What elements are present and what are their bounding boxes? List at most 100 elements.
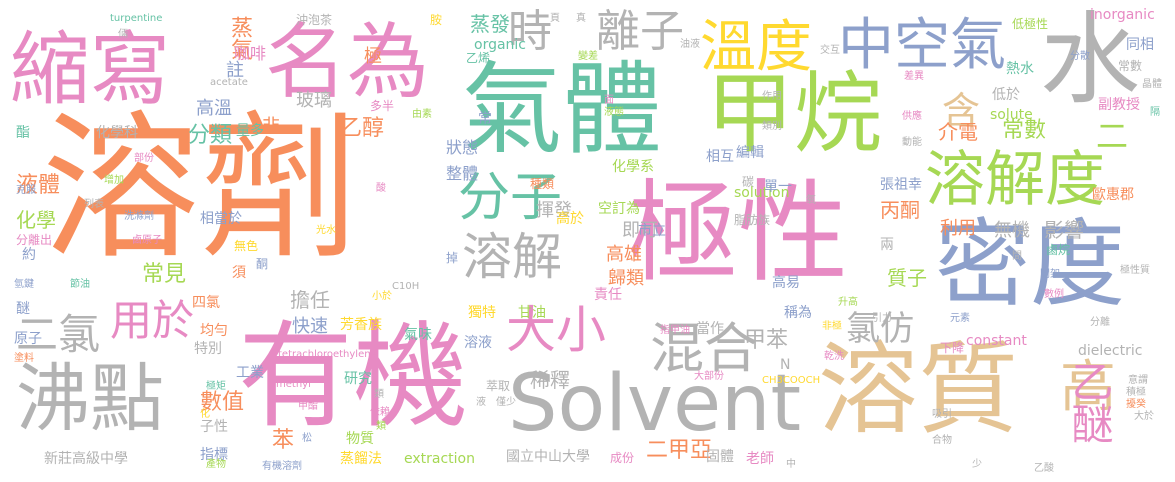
word: 兩 (880, 237, 894, 253)
word: 蒸發 (470, 12, 510, 36)
word: 離子 (596, 6, 684, 57)
word: 化 (200, 409, 210, 420)
word: 名為 (265, 15, 430, 110)
word: 乾洗 (824, 351, 844, 362)
word: 高溫 (196, 98, 232, 119)
word: tetrachloroethylene (278, 349, 377, 360)
word: 數例 (1044, 289, 1064, 300)
word: 同相 (1126, 37, 1154, 53)
word: 小於 (372, 291, 392, 302)
word: 新莊高級中學 (44, 451, 128, 467)
word: 甲烷 (706, 62, 883, 165)
word: 工業 (236, 365, 264, 381)
word: 非極 (822, 321, 842, 332)
word: 數值 (200, 390, 245, 415)
word: 鹵原子 (132, 235, 162, 246)
word: 研究 (344, 371, 372, 387)
word: 密度 (935, 210, 1126, 320)
word: 極矩 (206, 381, 226, 392)
word: 乙醇 (340, 116, 385, 141)
word: 相當於 (200, 211, 242, 227)
word: 指甲油 (660, 325, 690, 336)
word: 快速 (292, 316, 328, 337)
word: 約 (22, 247, 36, 263)
word: 特別 (194, 341, 222, 357)
word: 增加 (104, 175, 124, 186)
word: 面 (604, 95, 614, 106)
word: 相互 (706, 149, 734, 165)
word: 中 (786, 459, 796, 470)
word: 化學科 (96, 125, 138, 141)
word: 氫鍵 (14, 279, 34, 290)
word: 有機溶劑 (262, 461, 302, 472)
word: 註 (226, 60, 244, 81)
word: 縮寫 (10, 23, 170, 116)
word: 甘油 (518, 305, 546, 321)
word: 歐惠郡 (1092, 187, 1134, 203)
word: 沖泡茶 (296, 13, 333, 27)
word: 責任 (594, 287, 622, 303)
word: 節油 (70, 279, 90, 290)
word: 高易 (772, 275, 800, 291)
word: 油液 (680, 39, 700, 50)
word: N (780, 357, 791, 373)
word: 意謂 (1128, 375, 1148, 386)
word: 固體 (706, 449, 734, 465)
word: 即可 (622, 220, 658, 241)
word: 晶體 (1142, 79, 1162, 90)
word: 溶解 (462, 228, 562, 286)
word: constant (966, 333, 1027, 349)
word: C10H (392, 281, 420, 292)
word: 溫度 (700, 15, 812, 80)
word: 四氯 (192, 295, 220, 311)
word: 類別 (762, 121, 782, 132)
word: 原子 (14, 331, 42, 347)
word: 低極性 (1012, 17, 1049, 31)
word: 常數 (1118, 59, 1143, 73)
word: 分離 (1090, 317, 1110, 328)
word: 作用 (762, 91, 782, 102)
word: 甲酯 (298, 401, 318, 412)
word: 隔 (1150, 107, 1160, 118)
word: 多半 (370, 99, 395, 113)
word: 間 (1012, 251, 1022, 262)
word: 咖啡 (234, 44, 267, 63)
word: 歸類 (608, 268, 644, 289)
word: 倆 (118, 29, 128, 40)
word: inorganic (1090, 7, 1155, 23)
word: 分類 (188, 123, 233, 148)
word: 真 (576, 13, 586, 24)
word: 極性 (628, 169, 848, 297)
word: 僅少 (496, 397, 516, 408)
word: 分離出 (16, 233, 53, 247)
word: 子性 (200, 419, 228, 435)
word: 擾癸 (1126, 399, 1146, 410)
word: 揮發 (536, 200, 572, 221)
word: 市立 (638, 223, 666, 239)
word: 利用 (940, 218, 976, 239)
word: 列表 (84, 199, 104, 210)
word: 酮 (256, 257, 269, 271)
word: 類 (376, 421, 386, 432)
word: 單一 (764, 179, 792, 195)
word: 常數 (1002, 118, 1047, 143)
word: 均勻 (200, 323, 228, 339)
word: 差異 (904, 71, 924, 82)
word: 含 (942, 89, 981, 133)
word: 乙烯 (466, 51, 491, 65)
word: 物質 (346, 431, 374, 447)
word: 用於 (110, 296, 195, 345)
word: dielectric (1078, 343, 1143, 359)
word: 量多 (236, 123, 264, 139)
word: 蒸氣 (227, 16, 252, 60)
word: 分散 (1070, 51, 1090, 62)
word: acetate (210, 77, 248, 88)
word: 酸 (376, 183, 386, 194)
word: 無色 (234, 239, 259, 253)
word: 極 (364, 46, 382, 67)
word: 碳 (742, 175, 755, 189)
word: 化學系 (612, 159, 654, 175)
word: 氯仿 (846, 309, 914, 349)
word: 萃取 (486, 379, 511, 393)
word: 稱為 (784, 305, 812, 321)
